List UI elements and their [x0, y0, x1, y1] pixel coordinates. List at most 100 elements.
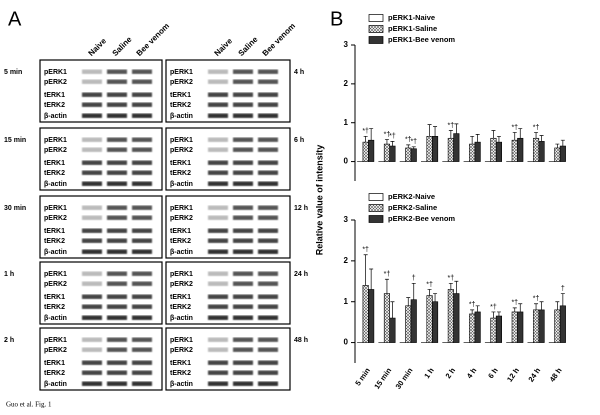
protein-label: pERK2 — [44, 79, 67, 86]
protein-label: pERK1 — [170, 205, 193, 212]
protein-label: pERK2 — [44, 281, 67, 288]
time-label: 30 min — [4, 205, 26, 212]
band — [107, 170, 127, 175]
error-bar — [518, 128, 523, 139]
band — [82, 181, 102, 186]
band — [233, 160, 253, 165]
error-bar — [363, 254, 368, 286]
caption: Guo et al. Fig. 1 — [6, 401, 52, 409]
band — [233, 113, 253, 118]
bar — [389, 145, 396, 162]
band — [233, 271, 253, 276]
band — [82, 337, 102, 342]
band — [208, 238, 228, 243]
band — [82, 170, 102, 175]
bar — [431, 136, 439, 162]
band — [132, 271, 152, 276]
band — [107, 281, 127, 286]
bar — [453, 133, 460, 162]
band — [82, 271, 102, 276]
band — [107, 315, 127, 320]
time-label: 6 h — [294, 137, 304, 144]
band — [82, 113, 102, 118]
error-bar — [454, 280, 459, 294]
band — [258, 113, 278, 118]
panel-label: B — [330, 8, 343, 30]
bar — [495, 141, 503, 162]
band — [82, 360, 102, 365]
band — [82, 315, 102, 320]
protein-label: tERK2 — [44, 304, 65, 311]
error-bar — [470, 135, 475, 145]
protein-label: pERK2 — [170, 79, 193, 86]
protein-label: pERK2 — [44, 147, 67, 154]
legend-label: pERK2-Bee venom — [388, 214, 455, 223]
bar — [426, 295, 433, 343]
band — [233, 147, 253, 152]
protein-label: pERK1 — [44, 337, 67, 344]
protein-label: tERK2 — [170, 102, 191, 109]
significance-marker: *† — [410, 139, 417, 146]
band — [132, 228, 152, 233]
lane-label: Saline — [111, 34, 134, 57]
x-tick-label: 12 h — [505, 366, 521, 384]
time-label: 15 min — [4, 137, 26, 144]
x-tick-label: 2 h — [444, 366, 458, 380]
error-bar — [369, 128, 374, 141]
band — [82, 92, 102, 97]
band — [258, 281, 278, 286]
protein-label: tERK2 — [44, 238, 65, 245]
band — [208, 281, 228, 286]
band — [132, 381, 152, 386]
band — [258, 271, 278, 276]
lane-label: Naive — [87, 36, 109, 58]
error-bar — [448, 130, 453, 139]
protein-label: tERK2 — [170, 370, 191, 377]
time-label: 12 h — [294, 205, 308, 212]
y-tick-label: 3 — [344, 40, 349, 49]
band — [107, 69, 127, 74]
band — [82, 137, 102, 142]
band — [107, 147, 127, 152]
band — [233, 360, 253, 365]
band — [132, 181, 152, 186]
time-label: 24 h — [294, 271, 308, 278]
bar — [554, 147, 561, 162]
band — [258, 337, 278, 342]
band — [132, 337, 152, 342]
bar — [538, 141, 545, 162]
band — [107, 205, 127, 210]
band — [107, 370, 127, 375]
time-label: 4 h — [294, 69, 304, 76]
error-bar — [427, 124, 432, 137]
y-tick-label: 2 — [344, 256, 349, 265]
error-bar — [384, 139, 389, 145]
band — [208, 170, 228, 175]
band — [107, 271, 127, 276]
protein-label: tERK2 — [44, 370, 65, 377]
error-bar — [433, 126, 438, 137]
protein-label: tERK1 — [44, 360, 65, 367]
bar — [368, 289, 375, 343]
band — [82, 381, 102, 386]
band — [107, 249, 127, 254]
band — [258, 79, 278, 84]
protein-label: β-actin — [170, 381, 193, 388]
significance-marker: *† — [389, 133, 396, 140]
band — [107, 160, 127, 165]
bar — [511, 139, 518, 162]
band — [233, 281, 253, 286]
legend-swatch — [368, 14, 384, 22]
bar — [469, 143, 476, 162]
band — [208, 113, 228, 118]
band — [258, 92, 278, 97]
band — [82, 160, 102, 165]
band — [82, 215, 102, 220]
band — [82, 205, 102, 210]
significance-marker: *† — [511, 124, 518, 131]
error-bar — [390, 141, 395, 147]
error-bar — [512, 132, 517, 141]
bar — [517, 137, 524, 162]
band — [132, 294, 152, 299]
